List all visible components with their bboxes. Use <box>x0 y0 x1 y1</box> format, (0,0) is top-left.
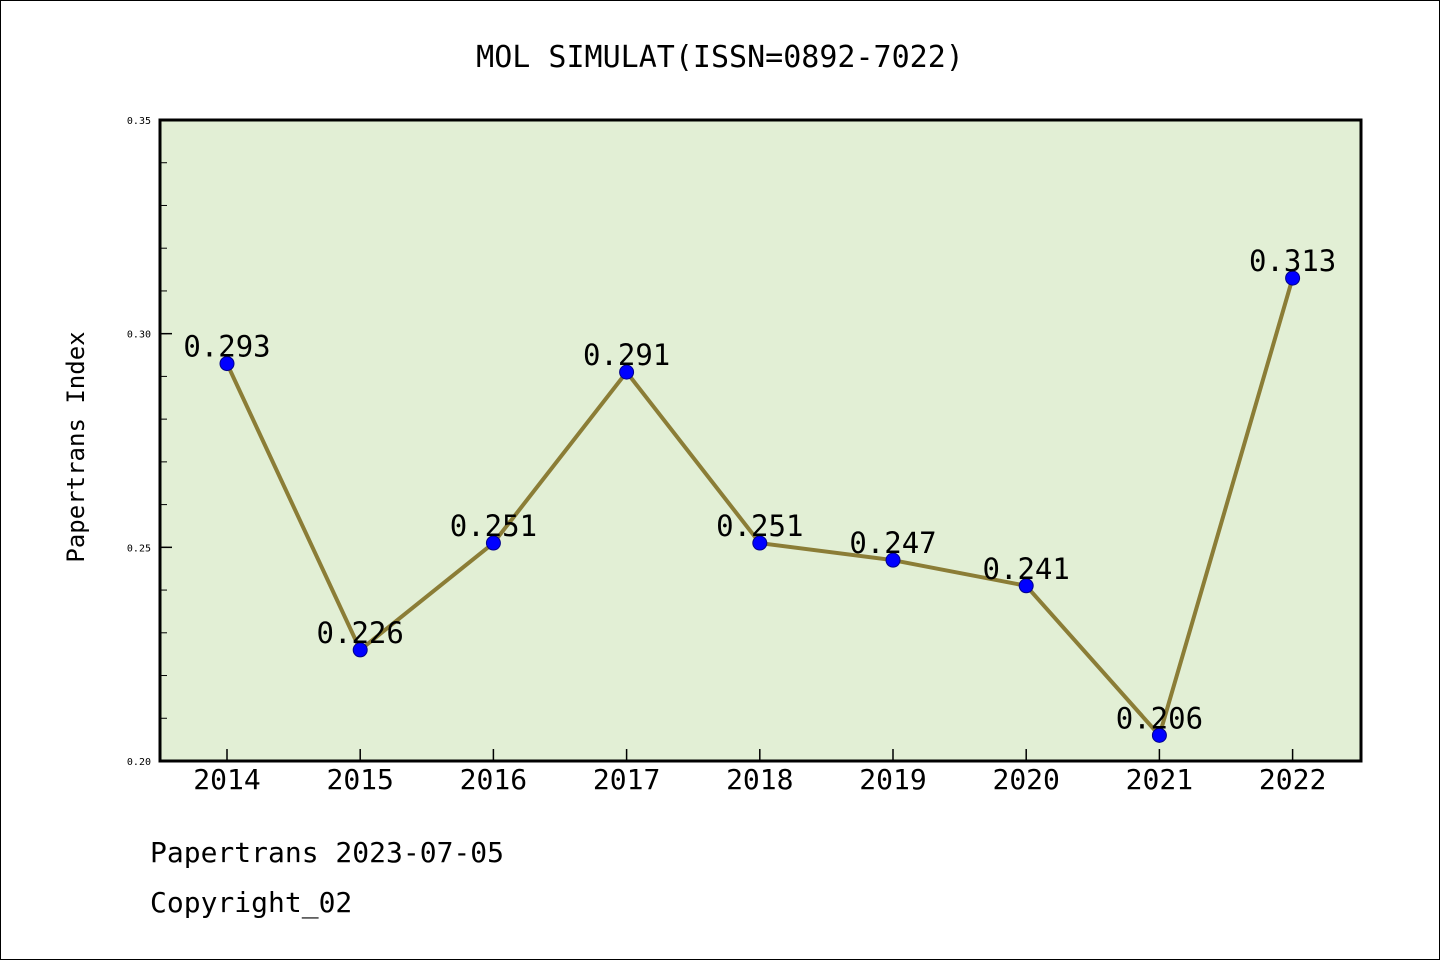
data-label: 0.251 <box>716 509 803 543</box>
data-label: 0.293 <box>183 330 270 364</box>
chart-title: MOL SIMULAT(ISSN=0892-7022) <box>476 40 964 75</box>
data-label: 0.241 <box>983 552 1070 586</box>
y-tick-label: 0.35 <box>127 116 151 127</box>
data-label: 0.251 <box>450 509 537 543</box>
x-tick-label: 2021 <box>1126 763 1193 796</box>
y-tick-label: 0.20 <box>127 757 151 768</box>
data-label: 0.247 <box>849 526 936 560</box>
data-point <box>752 535 768 551</box>
x-tick-label: 2019 <box>859 763 926 796</box>
x-tick-label: 2017 <box>593 763 660 796</box>
x-tick-label: 2015 <box>326 763 393 796</box>
x-tick-label: 2014 <box>193 763 260 796</box>
footer-date: Papertrans 2023-07-05 <box>150 836 505 869</box>
series-layer: 0.293 0.226 0.251 0.291 0.251 0.247 0.241 0.206… <box>183 244 1336 743</box>
data-point <box>885 552 901 568</box>
data-label: 0.226 <box>317 616 404 650</box>
x-tick-label: 2018 <box>726 763 793 796</box>
footer-copyright: Copyright_02 <box>150 886 353 919</box>
data-label: 0.313 <box>1249 244 1336 278</box>
data-point <box>485 535 501 551</box>
data-point <box>1018 578 1034 594</box>
x-tick-label: 2022 <box>1259 763 1326 796</box>
data-point <box>619 364 635 380</box>
data-point <box>1285 270 1301 286</box>
y-axis-label: Papertrans Index <box>62 331 90 562</box>
data-label: 0.206 <box>1116 701 1203 735</box>
data-label: 0.291 <box>583 338 670 372</box>
data-point <box>352 642 368 658</box>
y-tick-label: 0.25 <box>127 543 151 554</box>
x-tick-label: 2020 <box>992 763 1059 796</box>
data-point <box>1151 727 1167 743</box>
x-tick-label: 2016 <box>460 763 527 796</box>
y-tick-label: 0.30 <box>127 330 151 341</box>
axis-ticks: 0.20 0.25 0.30 0.35 2014 2015 2016 2017 2018 2019… <box>127 116 1326 796</box>
data-point <box>219 356 235 372</box>
